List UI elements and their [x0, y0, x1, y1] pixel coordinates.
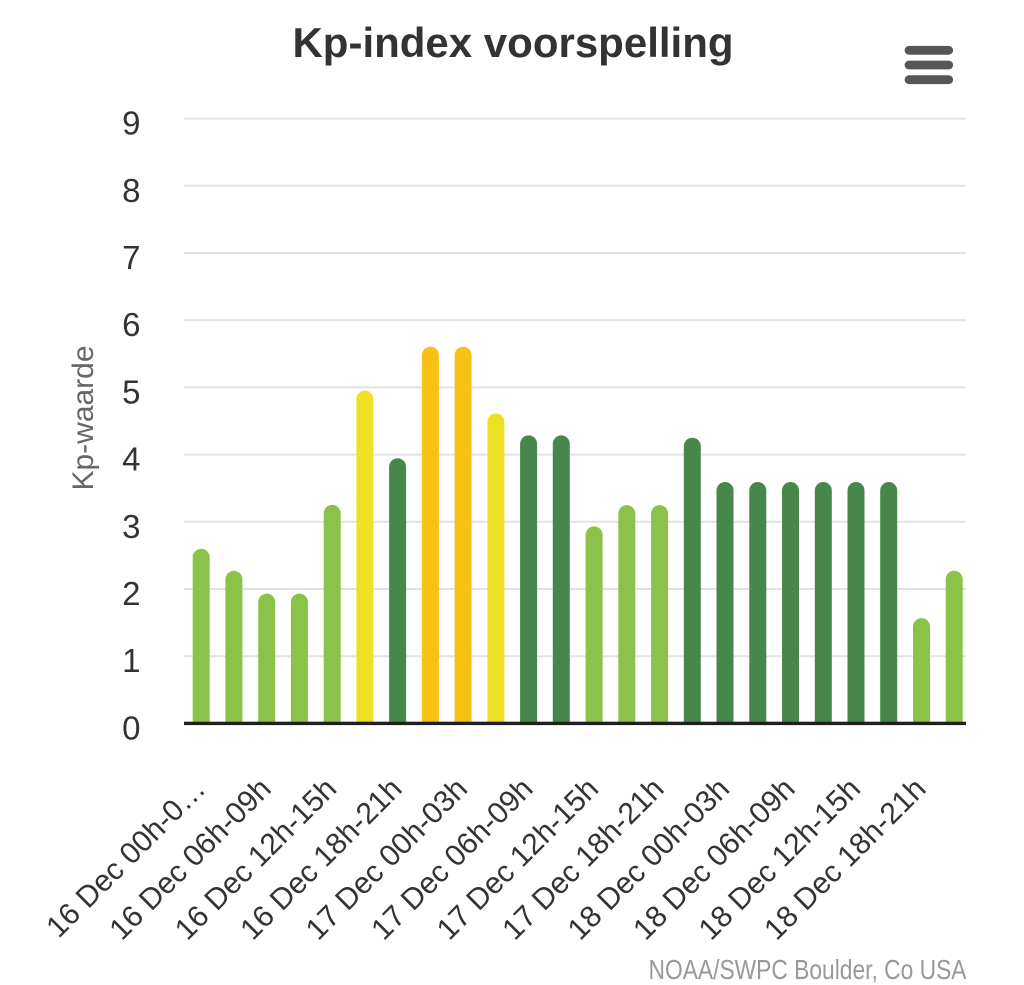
svg-text:5: 5 — [122, 373, 140, 410]
svg-text:4: 4 — [122, 441, 140, 478]
svg-text:0: 0 — [122, 709, 140, 746]
svg-text:6: 6 — [122, 306, 140, 343]
svg-text:3: 3 — [122, 508, 140, 545]
svg-text:2: 2 — [122, 575, 140, 612]
svg-text:1: 1 — [122, 642, 140, 679]
svg-text:Kp-index voorspelling: Kp-index voorspelling — [292, 19, 733, 66]
svg-text:NOAA/SWPC Boulder, Co USA: NOAA/SWPC Boulder, Co USA — [649, 954, 967, 985]
svg-text:7: 7 — [122, 239, 140, 276]
svg-text:Kp-waarde: Kp-waarde — [67, 345, 100, 490]
svg-text:8: 8 — [122, 172, 140, 209]
svg-text:9: 9 — [122, 105, 140, 142]
